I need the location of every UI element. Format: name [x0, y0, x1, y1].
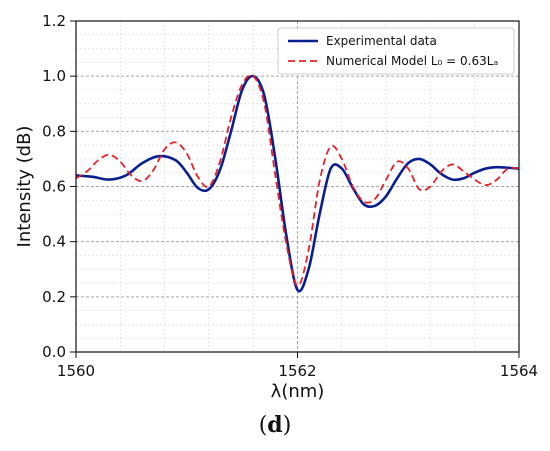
- legend-label-2: Numerical Model L₀ = 0.63Lₐ: [326, 54, 498, 68]
- series-line-1: [75, 74, 520, 293]
- series-layer: [75, 74, 520, 293]
- axis-ticks: 0.0 0.2 0.4 0.6 0.8 1.0 1.2 1560 1562 1564: [42, 12, 538, 380]
- y-tick-label: 1.0: [42, 67, 66, 85]
- y-tick-label: 0.8: [42, 122, 66, 140]
- series-line-2: [75, 74, 520, 287]
- y-tick-label: 0.6: [42, 178, 66, 196]
- x-axis-label: λ(nm): [271, 381, 325, 402]
- y-tick-label: 0.2: [42, 288, 66, 306]
- y-tick-label: 0.0: [42, 343, 66, 361]
- panel-label: (d): [0, 412, 550, 438]
- panel-label-letter: d: [267, 412, 283, 438]
- panel-label-close: ): [282, 413, 292, 438]
- legend-box: [277, 27, 515, 75]
- panel-label-open: (: [258, 413, 268, 438]
- x-tick-label: 1562: [278, 362, 316, 380]
- y-tick-label: 0.4: [42, 233, 66, 251]
- legend: Experimental data Numerical Model L₀ = 0.…: [277, 27, 515, 75]
- x-tick-label: 1560: [57, 362, 95, 380]
- legend-label-1: Experimental data: [326, 34, 437, 48]
- y-tick-label: 1.2: [42, 12, 66, 30]
- x-tick-label: 1564: [500, 362, 538, 380]
- y-axis-label: Intensity (dB): [14, 126, 35, 248]
- line-chart: 0.0 0.2 0.4 0.6 0.8 1.0 1.2 1560 1562 1564 Experi…: [14, 12, 538, 402]
